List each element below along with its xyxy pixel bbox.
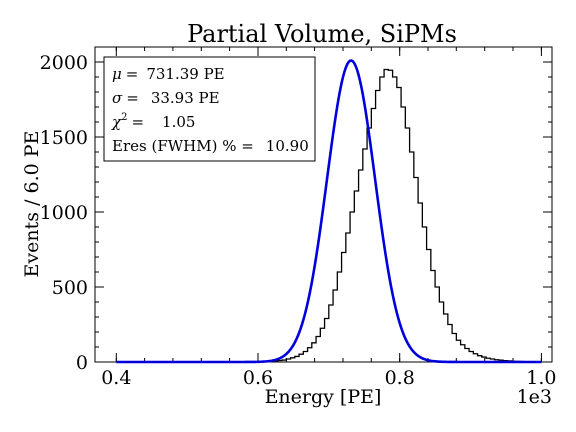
series-layer [116, 59, 542, 364]
stats-sigma-equals: = [126, 89, 139, 107]
stats-chi-sup: 2 [121, 112, 127, 123]
y-tick-label: 1000 [40, 202, 88, 224]
y-tick-label: 0 [76, 352, 88, 374]
x-tick-label: 0.6 [243, 367, 273, 389]
stats-sigma-value: 33.93 PE [151, 89, 220, 107]
stats-mu-line: μ = 731.39 PE [112, 65, 225, 83]
stats-eres-value: 10.90 [266, 137, 309, 155]
plot-frame [94, 46, 553, 363]
stats-sigma-symbol: σ [112, 89, 123, 107]
gaussian-fit-series [116, 59, 542, 364]
stats-chi-symbol: χ [111, 113, 122, 131]
x-tick-label: 0.4 [101, 367, 131, 389]
stats-chi-value: 1.05 [162, 113, 195, 131]
stats-eres-line: Eres (FWHM) % = 10.90 [112, 137, 309, 155]
x-tick-label: 0.8 [385, 367, 415, 389]
stats-box: μ = 731.39 PE σ = 33.93 PE χ2 = 1.05 Eres (FWH… [103, 56, 316, 162]
stats-chi2-line: χ2 = 1.05 [111, 112, 195, 131]
y-tick-label: 500 [52, 277, 88, 299]
x-axis-label: Energy [PE] [265, 386, 382, 408]
chart-title: Partial Volume, SiPMs [187, 20, 457, 48]
stats-box-frame [103, 56, 316, 162]
x-tick-label: 1.0 [526, 367, 556, 389]
stats-mu-equals: = [126, 65, 139, 83]
stats-mu-value: 731.39 PE [146, 65, 224, 83]
axis-tick-labels: 0.4 0.6 0.8 1.0 0 500 1000 1500 2000 [40, 52, 557, 389]
y-tick-label: 1500 [40, 127, 88, 149]
y-axis-label: Events / 6.0 PE [21, 131, 43, 278]
stats-sigma-line: σ = 33.93 PE [112, 89, 220, 107]
stats-mu-symbol: μ [112, 65, 122, 83]
x-axis-multiplier: 1e3 [517, 386, 552, 408]
plot-area: 0.4 0.6 0.8 1.0 0 500 1000 1500 2000 [40, 46, 557, 389]
axis-ticks [95, 46, 552, 363]
y-tick-label: 2000 [40, 52, 88, 74]
histogram-series [264, 68, 534, 363]
stats-chi-equals: = [131, 113, 144, 131]
stats-eres-label: Eres (FWHM) % = [112, 137, 254, 155]
